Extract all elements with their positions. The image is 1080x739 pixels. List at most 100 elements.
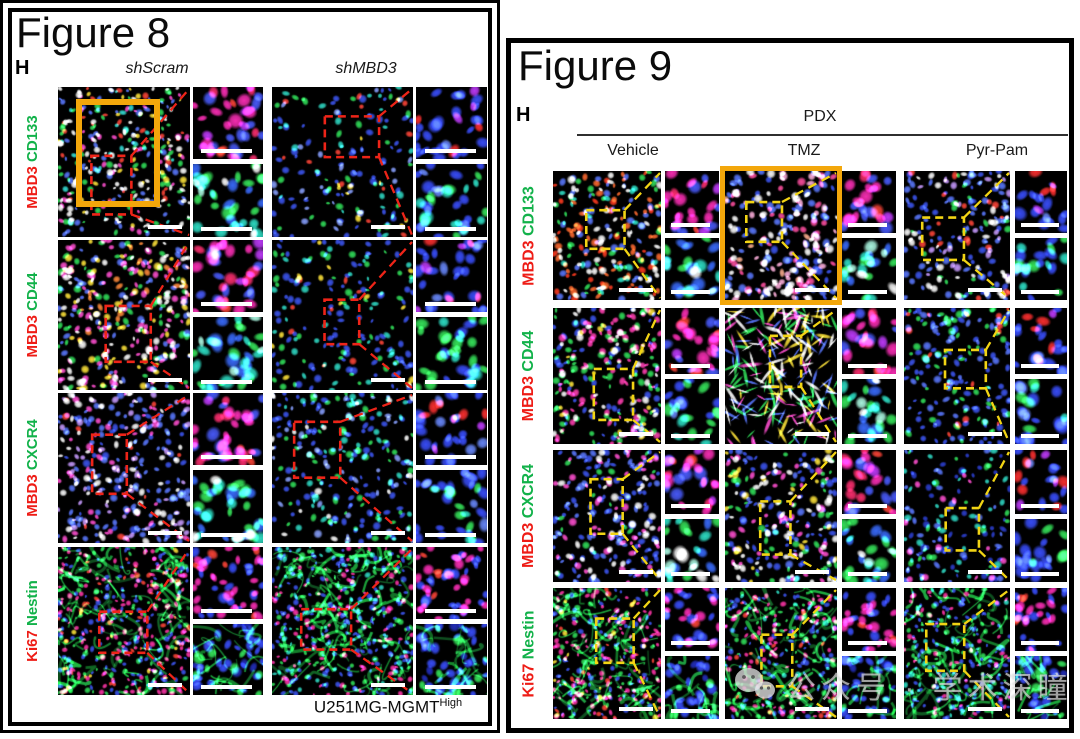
- figure9-frame: [506, 38, 1074, 733]
- scale-bar: [424, 533, 476, 537]
- micrograph-image: [842, 588, 896, 651]
- fig9-inset-bottom: [842, 519, 896, 582]
- fig8-shMBD3-row1-image: [272, 87, 413, 237]
- micrograph-image: [665, 588, 719, 651]
- scale-bar: [795, 570, 829, 574]
- figure9-column-label: Pyr-Pam: [965, 142, 1029, 159]
- micrograph-image: [842, 308, 896, 374]
- micrograph-image: [416, 317, 487, 390]
- figure8-row-label: Ki67 Nestin: [21, 547, 45, 695]
- row-label-green-marker: CD44: [520, 330, 537, 372]
- fig9-inset-top: [842, 171, 896, 233]
- fig9-TMZ-row3-image: [725, 450, 837, 582]
- scale-bar: [371, 683, 405, 687]
- fig9-inset-bottom: [1015, 656, 1067, 719]
- fig9-inset-bottom: [665, 656, 719, 719]
- fig8-inset-bottom: [416, 470, 487, 543]
- figure8-frame: [8, 8, 492, 726]
- micrograph-image: [416, 624, 487, 695]
- micrograph-image: [416, 87, 487, 159]
- micrograph-image: [665, 171, 719, 233]
- micrograph-image: [58, 240, 190, 390]
- micrograph-image: [904, 450, 1010, 582]
- figure8-cell-line-footer: U251MG-MGMTHigh: [280, 697, 496, 718]
- row-label-green-marker: CD44: [24, 272, 41, 311]
- micrograph-image: [553, 588, 661, 719]
- micrograph-image: [272, 393, 413, 543]
- figure9-row-label: MBD3 CXCR4: [517, 450, 541, 582]
- micrograph-image: [842, 238, 896, 300]
- micrograph-image: [193, 164, 263, 237]
- micrograph-image: [272, 240, 413, 390]
- wechat-icon: [735, 668, 775, 699]
- fig8-inset-bottom: [416, 317, 487, 390]
- micrograph-image: [193, 393, 263, 465]
- fig9-inset-top: [842, 308, 896, 374]
- figure9-column-label: TMZ: [787, 142, 821, 159]
- scale-bar: [968, 570, 1002, 574]
- micrograph-image: [665, 238, 719, 300]
- fig8-shScram-row3-image: [58, 393, 190, 543]
- fig8-shScram-row4-image: [58, 547, 190, 695]
- fig9-inset-bottom: [665, 519, 719, 582]
- figure9-column-label: Vehicle: [607, 142, 659, 159]
- scale-bar: [671, 434, 711, 438]
- fig9-inset-bottom: [842, 379, 896, 444]
- fig8-inset-top: [416, 547, 487, 619]
- scale-bar: [201, 302, 252, 306]
- micrograph-image: [1015, 308, 1067, 374]
- fig9-Pyr-Pam-row4-image: [904, 588, 1010, 719]
- fig8-inset-bottom: [416, 624, 487, 695]
- fig9-inset-bottom: [842, 238, 896, 300]
- micrograph-image: [665, 308, 719, 374]
- scale-bar: [1021, 223, 1059, 227]
- fig8-inset-top: [193, 87, 263, 159]
- fig8-inset-bottom: [193, 317, 263, 390]
- scale-bar: [671, 572, 711, 576]
- micrograph-image: [193, 547, 263, 619]
- row-label-green-marker: CXCR4: [520, 463, 537, 519]
- scale-bar: [1021, 504, 1059, 508]
- row-label-red-marker: Ki67: [520, 663, 537, 698]
- micrograph-image: [842, 171, 896, 233]
- scale-bar: [671, 709, 711, 713]
- micrograph-image: [1015, 238, 1067, 300]
- row-label-red-marker: MBD3: [24, 474, 41, 517]
- micrograph-image: [416, 240, 487, 312]
- scale-bar: [201, 685, 252, 689]
- micrograph-image: [665, 656, 719, 719]
- micrograph-image: [416, 164, 487, 237]
- row-label-red-marker: MBD3: [520, 239, 537, 286]
- figure9-title: Figure 9: [518, 42, 673, 89]
- micrograph-image: [665, 519, 719, 582]
- fig8-inset-bottom: [193, 164, 263, 237]
- figure8-title: Figure 8: [16, 9, 171, 56]
- fig8-inset-bottom: [193, 624, 263, 695]
- micrograph-image: [842, 519, 896, 582]
- scale-bar: [201, 455, 252, 459]
- fig8-inset-top: [416, 240, 487, 312]
- scale-bar: [201, 380, 252, 384]
- scale-bar: [1021, 364, 1059, 368]
- scale-bar: [848, 572, 888, 576]
- micrograph-image: [725, 450, 837, 582]
- micrograph-image: [193, 87, 263, 159]
- watermark-text: 公众号 · 学术深瞳: [786, 672, 1073, 705]
- scale-bar: [671, 290, 711, 294]
- fig9-inset-top: [665, 450, 719, 514]
- scale-bar: [424, 455, 476, 459]
- figure8-row-label: MBD3 CXCR4: [21, 393, 45, 543]
- micrograph-image: [1015, 171, 1067, 233]
- micrograph-image: [1015, 656, 1067, 719]
- fig8-shScram-row2-image: [58, 240, 190, 390]
- scale-bar: [424, 685, 476, 689]
- fig9-Vehicle-row1-image: [553, 171, 661, 300]
- micrograph-image: [193, 317, 263, 390]
- figure8-panel-letter: H: [15, 57, 30, 79]
- scale-bar: [968, 432, 1002, 436]
- scale-bar: [671, 641, 711, 645]
- scale-bar: [201, 609, 252, 613]
- fig8-shMBD3-row3-image: [272, 393, 413, 543]
- scale-bar: [148, 683, 182, 687]
